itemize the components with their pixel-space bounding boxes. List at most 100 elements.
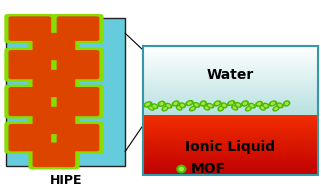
Bar	[143, 148, 318, 149]
FancyBboxPatch shape	[4, 122, 55, 154]
Ellipse shape	[149, 107, 153, 110]
Bar	[143, 68, 318, 69]
FancyBboxPatch shape	[29, 67, 79, 100]
Ellipse shape	[259, 105, 266, 111]
Bar	[143, 154, 318, 155]
Bar	[143, 152, 318, 153]
Bar	[143, 90, 318, 91]
Ellipse shape	[163, 107, 167, 110]
Bar	[143, 58, 318, 59]
Ellipse shape	[194, 103, 199, 107]
Bar	[143, 150, 318, 151]
Bar	[143, 107, 318, 108]
Bar	[143, 151, 318, 152]
Bar	[143, 143, 318, 144]
FancyBboxPatch shape	[33, 107, 75, 134]
Bar	[143, 81, 318, 82]
Bar	[143, 149, 318, 150]
Bar	[143, 75, 318, 76]
Bar	[143, 159, 318, 160]
Bar	[143, 78, 318, 79]
Ellipse shape	[241, 100, 249, 107]
Bar	[143, 160, 318, 161]
Bar	[143, 130, 318, 131]
Bar	[143, 79, 318, 80]
Bar	[143, 69, 318, 70]
Bar	[143, 61, 318, 62]
Bar	[143, 93, 318, 94]
Ellipse shape	[177, 106, 181, 109]
Bar	[143, 161, 318, 162]
Ellipse shape	[203, 105, 210, 111]
Bar	[143, 122, 318, 123]
Ellipse shape	[236, 103, 240, 107]
FancyBboxPatch shape	[56, 50, 99, 79]
Ellipse shape	[201, 102, 205, 105]
Bar	[143, 91, 318, 92]
Ellipse shape	[193, 102, 200, 108]
Bar	[143, 162, 318, 163]
Text: HIPE: HIPE	[49, 174, 82, 187]
Bar	[143, 104, 318, 105]
Bar	[143, 170, 318, 171]
Bar	[143, 153, 318, 154]
Ellipse shape	[250, 104, 254, 107]
Bar	[143, 115, 318, 116]
Bar	[143, 131, 318, 132]
Bar	[143, 106, 318, 107]
Bar	[143, 62, 318, 63]
Ellipse shape	[243, 102, 247, 105]
Ellipse shape	[165, 103, 172, 109]
Bar	[143, 172, 318, 173]
Bar	[143, 103, 318, 104]
Bar	[143, 102, 318, 103]
Bar	[143, 100, 318, 101]
Bar	[143, 49, 318, 50]
Bar	[143, 86, 318, 87]
Bar	[143, 147, 318, 148]
Bar	[143, 135, 318, 136]
Bar	[143, 94, 318, 95]
Bar	[143, 133, 318, 134]
Ellipse shape	[257, 102, 261, 105]
Bar	[143, 63, 318, 64]
FancyBboxPatch shape	[4, 48, 55, 82]
Ellipse shape	[176, 165, 187, 174]
Bar	[143, 126, 318, 127]
Bar	[143, 77, 318, 78]
Ellipse shape	[283, 100, 291, 107]
Bar	[143, 56, 318, 57]
Bar	[143, 116, 318, 117]
Bar	[143, 144, 318, 145]
Bar	[143, 120, 318, 121]
Bar	[143, 59, 318, 60]
Ellipse shape	[187, 101, 192, 105]
Bar	[143, 112, 318, 113]
Ellipse shape	[271, 102, 275, 105]
Bar	[143, 121, 318, 122]
Ellipse shape	[178, 167, 184, 171]
Ellipse shape	[166, 104, 171, 107]
Bar	[6, 19, 125, 166]
Bar	[143, 69, 318, 70]
Ellipse shape	[262, 103, 270, 109]
Bar	[143, 129, 318, 130]
Ellipse shape	[245, 106, 252, 112]
Ellipse shape	[278, 104, 282, 107]
Ellipse shape	[176, 105, 183, 111]
Bar	[143, 73, 318, 74]
FancyBboxPatch shape	[52, 14, 103, 43]
Ellipse shape	[219, 107, 223, 110]
Ellipse shape	[205, 106, 209, 109]
Bar	[143, 82, 318, 83]
Bar	[143, 80, 318, 81]
Bar	[143, 139, 318, 140]
Ellipse shape	[151, 103, 159, 109]
Bar	[143, 118, 318, 119]
Bar	[143, 116, 318, 117]
Bar	[143, 62, 318, 63]
Bar	[143, 89, 318, 90]
Ellipse shape	[227, 100, 235, 106]
Ellipse shape	[148, 105, 155, 111]
Bar	[143, 113, 318, 114]
